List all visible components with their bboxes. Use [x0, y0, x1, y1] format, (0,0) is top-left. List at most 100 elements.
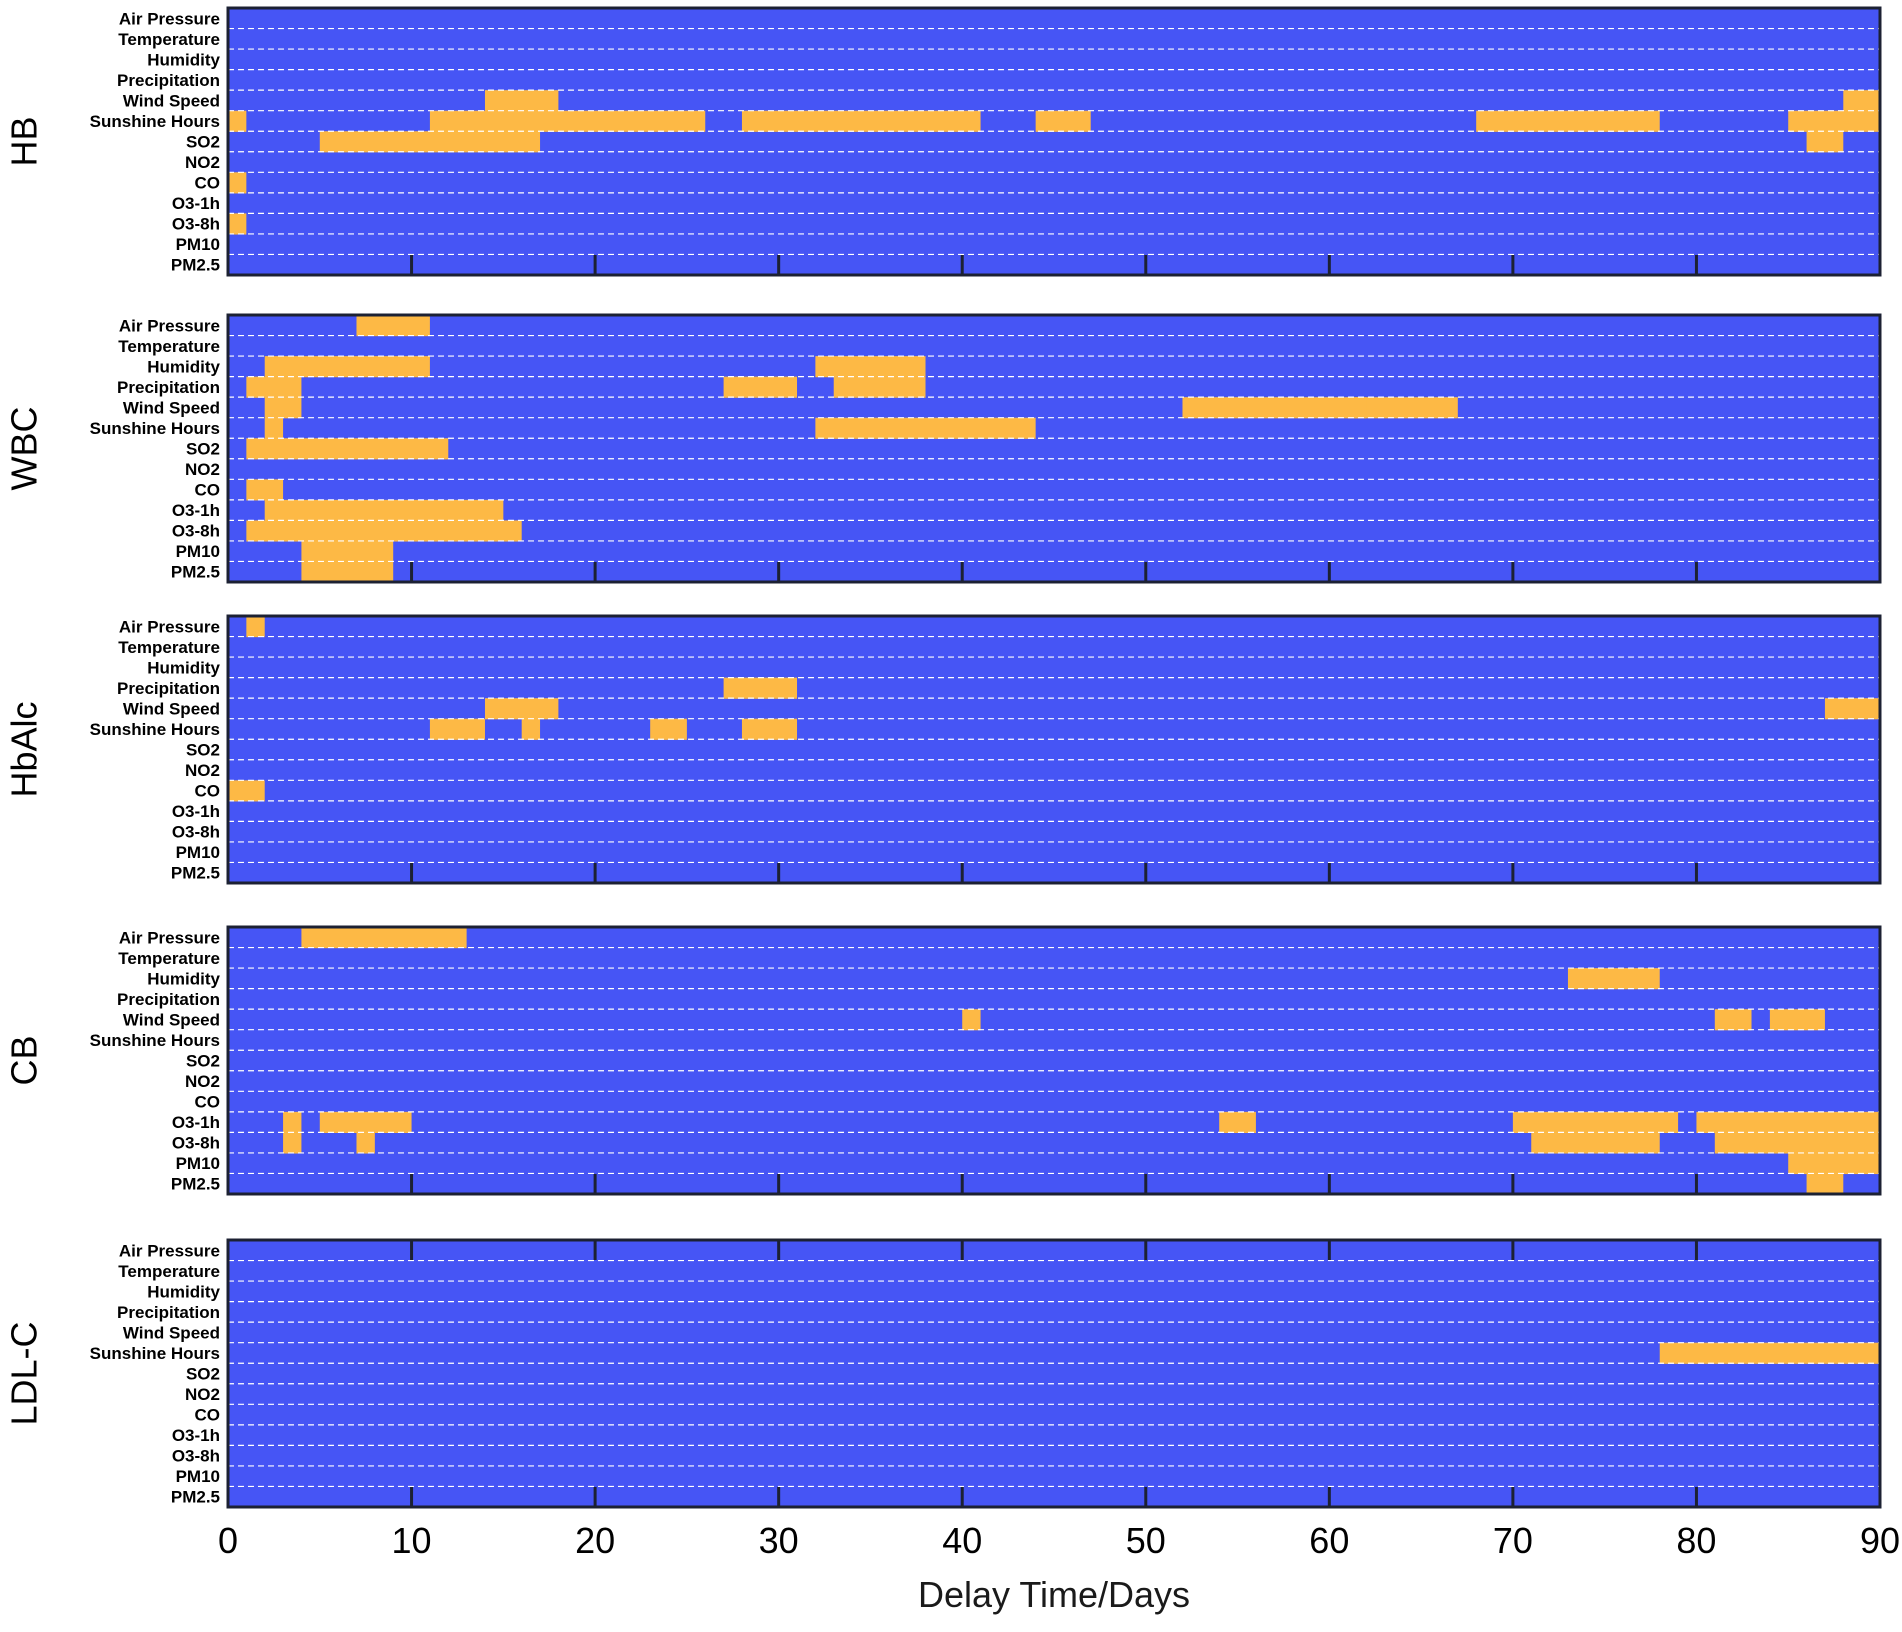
- x-tick-label: 70: [1493, 1520, 1533, 1561]
- panel-label: HB: [4, 116, 45, 166]
- heatmap-cell: [815, 417, 1036, 439]
- variable-label: Wind Speed: [123, 1010, 220, 1029]
- variable-label: Wind Speed: [123, 699, 220, 718]
- heatmap-cell: [1512, 1111, 1679, 1133]
- x-tick-label: 50: [1126, 1520, 1166, 1561]
- heatmap-cell: [1788, 1152, 1880, 1175]
- heatmap-cell: [1769, 1009, 1825, 1031]
- variable-label: SO2: [186, 1365, 220, 1384]
- heatmap-cell: [1843, 90, 1880, 112]
- x-tick-label: 80: [1676, 1520, 1716, 1561]
- panel-frame: [226, 1238, 1882, 1509]
- panel-frame: [226, 614, 1882, 885]
- heatmap-cell: [228, 110, 247, 132]
- x-tick-label: 60: [1309, 1520, 1349, 1561]
- variable-label: Temperature: [118, 949, 220, 968]
- heatmap-cell: [301, 561, 394, 583]
- variable-label: Temperature: [118, 337, 220, 356]
- panel-label: WBC: [4, 407, 45, 491]
- variable-label: O3-8h: [172, 1447, 220, 1466]
- variable-label: CO: [195, 1093, 221, 1112]
- panel-background: [228, 616, 1880, 883]
- x-tick-label: 40: [942, 1520, 982, 1561]
- variable-label: Sunshine Hours: [90, 419, 220, 438]
- heatmap-cell: [1531, 1132, 1660, 1154]
- heatmap-cell: [1567, 968, 1660, 990]
- heatmap-cell: [264, 356, 430, 378]
- variable-label: Temperature: [118, 30, 220, 49]
- variable-label: PM10: [176, 1467, 220, 1486]
- variable-label: NO2: [185, 153, 220, 172]
- heatmap-cell: [246, 520, 522, 542]
- heatmap-cell: [228, 780, 265, 802]
- variable-label: Air Pressure: [119, 9, 220, 28]
- heatmap-cell: [283, 1132, 302, 1154]
- panel-frame: [226, 925, 1882, 1196]
- heatmap-cell: [228, 213, 247, 235]
- heatmap-cell: [962, 1009, 981, 1031]
- variable-label: PM2.5: [171, 1488, 220, 1507]
- variable-label: PM10: [176, 542, 220, 561]
- variable-label: Sunshine Hours: [90, 1031, 220, 1050]
- variable-label: SO2: [186, 741, 220, 760]
- variable-label: Sunshine Hours: [90, 720, 220, 739]
- panel-background: [228, 927, 1880, 1194]
- variable-label: Precipitation: [117, 679, 220, 698]
- variable-label: O3-1h: [172, 802, 220, 821]
- variable-label: SO2: [186, 133, 220, 152]
- variable-label: Precipitation: [117, 990, 220, 1009]
- heatmap-cell: [319, 131, 541, 153]
- panel-background: [228, 315, 1880, 582]
- variable-label: O3-8h: [172, 522, 220, 541]
- heatmap-cell: [264, 417, 284, 439]
- variable-label: NO2: [185, 460, 220, 479]
- heatmap-cell: [815, 356, 926, 378]
- heatmap-cell: [741, 110, 981, 132]
- heatmap-cell: [1806, 1173, 1844, 1195]
- variable-label: PM2.5: [171, 256, 220, 275]
- heatmap-cell: [484, 90, 559, 112]
- variable-label: PM10: [176, 235, 220, 254]
- x-tick-label: 90: [1860, 1520, 1900, 1561]
- variable-label: Temperature: [118, 638, 220, 657]
- heatmap-cell: [1788, 110, 1880, 132]
- panel-label: HbAlc: [4, 701, 45, 797]
- variable-label: O3-8h: [172, 823, 220, 842]
- variable-label: Precipitation: [117, 71, 220, 90]
- heatmap-cell: [356, 1132, 375, 1154]
- x-tick-label: 20: [575, 1520, 615, 1561]
- variable-label: CO: [195, 1406, 221, 1425]
- heatmap-cell: [484, 698, 559, 720]
- variable-label: O3-1h: [172, 194, 220, 213]
- heatmap-cell: [246, 438, 449, 460]
- heatmap-cell: [723, 677, 798, 699]
- variable-label: Humidity: [147, 969, 220, 988]
- x-axis-title: Delay Time/Days: [918, 1574, 1190, 1615]
- heatmap-cell: [1035, 110, 1091, 132]
- heatmap-cell: [1219, 1111, 1256, 1133]
- variable-label: Air Pressure: [119, 928, 220, 947]
- variable-label: Temperature: [118, 1262, 220, 1281]
- heatmap-cell: [1182, 397, 1458, 419]
- variable-label: O3-1h: [172, 1113, 220, 1132]
- variable-label: NO2: [185, 761, 220, 780]
- heatmap-cell: [301, 540, 394, 563]
- variable-label: Air Pressure: [119, 617, 220, 636]
- heatmap-cell: [650, 718, 687, 740]
- variable-label: PM2.5: [171, 563, 220, 582]
- variable-label: O3-1h: [172, 501, 220, 520]
- variable-label: Air Pressure: [119, 1241, 220, 1260]
- panel-frame: [226, 6, 1882, 277]
- heatmap-cell: [429, 718, 485, 740]
- heatmap-cell: [246, 479, 284, 501]
- variable-label: Humidity: [147, 50, 220, 69]
- variable-label: PM2.5: [171, 1175, 220, 1194]
- variable-label: PM2.5: [171, 864, 220, 883]
- heatmap-cell: [301, 927, 467, 949]
- x-tick-label: 30: [759, 1520, 799, 1561]
